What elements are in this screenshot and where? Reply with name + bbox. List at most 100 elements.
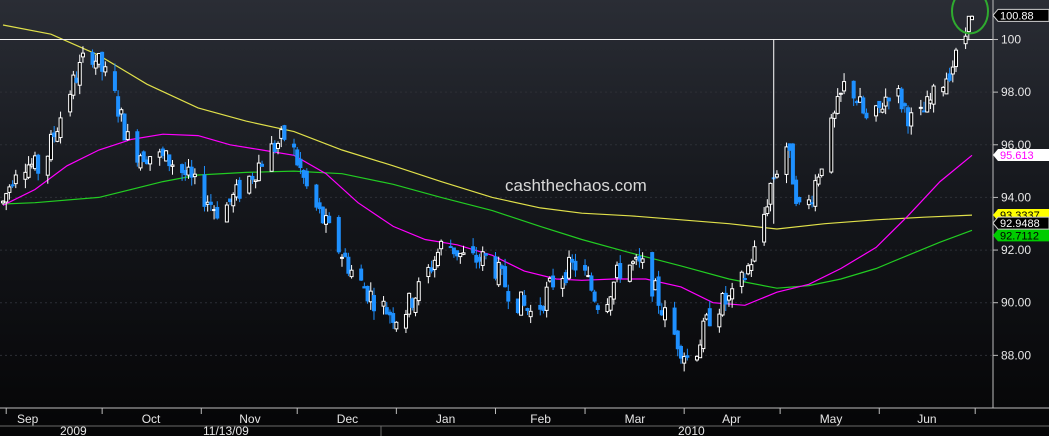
candle-body xyxy=(682,355,687,364)
y-tick-label: 88.00 xyxy=(1001,348,1031,362)
price-tag: 95.613 xyxy=(993,148,1049,162)
candle-body xyxy=(883,96,888,107)
candle-body xyxy=(359,268,364,281)
candle-body xyxy=(954,49,959,68)
candle-body xyxy=(224,204,229,223)
candle-body xyxy=(493,256,498,279)
candle-body xyxy=(298,158,303,169)
candle-body xyxy=(806,199,811,206)
ma-short-line xyxy=(2,133,973,306)
candle-body xyxy=(381,300,386,307)
candle-body xyxy=(762,213,767,243)
candle-body xyxy=(538,304,543,310)
candle-body xyxy=(922,110,927,113)
candle-body xyxy=(276,142,281,149)
candle-body xyxy=(125,131,130,140)
candle-body xyxy=(816,176,821,185)
candle-body xyxy=(13,174,18,185)
candle-body xyxy=(950,66,955,75)
month-label: Jan xyxy=(436,412,455,426)
candle-body xyxy=(272,142,277,153)
candle-body xyxy=(93,60,98,69)
price-tag: 92.9488 xyxy=(992,216,1049,230)
candle-body xyxy=(723,292,728,305)
candle-body xyxy=(448,246,453,249)
candle-body xyxy=(55,131,60,142)
candle-body xyxy=(384,307,389,315)
watermark-text: cashthechaos.com xyxy=(505,176,647,195)
candle-body xyxy=(589,275,594,291)
price-tag-label: 92.7112 xyxy=(1000,230,1039,242)
candle-body xyxy=(250,175,255,180)
candle-body xyxy=(544,286,549,311)
candle-body xyxy=(282,125,287,140)
candle-body xyxy=(656,276,661,306)
candle-body xyxy=(832,112,837,119)
candle-body xyxy=(112,71,117,91)
candle-body xyxy=(301,169,306,178)
candle-body xyxy=(797,196,802,203)
candle-body xyxy=(768,182,773,205)
candle-body xyxy=(362,286,367,289)
candle-body xyxy=(458,252,463,258)
candle-body xyxy=(247,175,252,194)
price-tag-label: 92.9488 xyxy=(1000,218,1040,230)
candle-body xyxy=(704,314,709,320)
candle-body xyxy=(618,263,623,279)
candle-body xyxy=(474,254,479,263)
candle-body xyxy=(717,313,722,328)
candle-body xyxy=(608,296,613,311)
month-label: Dec xyxy=(337,412,358,426)
candle-body xyxy=(899,88,904,110)
ma-mid-line xyxy=(2,170,973,289)
candle-body xyxy=(794,179,799,204)
candle-body xyxy=(183,169,188,176)
price-tag-box xyxy=(993,229,1049,242)
candle-body xyxy=(48,133,53,161)
candle-body xyxy=(461,252,466,255)
price-tag-label: 100.88 xyxy=(1000,10,1034,22)
candle-body xyxy=(787,143,792,151)
candle-body xyxy=(391,313,396,323)
candle-body xyxy=(851,80,856,99)
candle-body xyxy=(640,258,645,263)
candle-body xyxy=(944,78,949,95)
candle-body xyxy=(746,265,751,275)
candle-body xyxy=(675,330,680,350)
candle-body xyxy=(742,277,747,280)
candle-body xyxy=(205,201,210,205)
candle-body xyxy=(563,272,568,284)
candle-body xyxy=(7,186,12,193)
candle-body xyxy=(170,164,175,167)
candle-body xyxy=(52,132,57,138)
candle-body xyxy=(116,96,121,117)
candle-body xyxy=(586,275,591,278)
candle-body xyxy=(583,265,588,271)
candle-body xyxy=(925,96,930,113)
month-label: Sep xyxy=(17,412,39,426)
candle-body xyxy=(909,112,914,127)
price-tag: 92.7112 xyxy=(993,229,1049,242)
candle-body xyxy=(653,280,658,291)
candle-body xyxy=(435,251,440,267)
candle-body xyxy=(100,51,105,72)
candle-body xyxy=(525,308,530,311)
ma-long-line xyxy=(2,24,973,230)
candle-body xyxy=(413,297,418,313)
candle-body xyxy=(343,252,348,258)
month-label: Apr xyxy=(722,412,741,426)
candle-body xyxy=(810,202,815,205)
candle-body xyxy=(317,202,322,210)
date-row-label: 2009 xyxy=(60,424,87,436)
candle-body xyxy=(231,193,236,207)
candle-body xyxy=(80,52,85,58)
candle-body xyxy=(407,292,412,315)
candle-body xyxy=(394,321,399,330)
candle-body xyxy=(864,112,869,119)
candle-body xyxy=(506,291,511,302)
candle-body xyxy=(813,180,818,207)
candle-body xyxy=(592,291,597,302)
candle-body xyxy=(947,73,952,81)
breakout-circle xyxy=(951,0,989,35)
